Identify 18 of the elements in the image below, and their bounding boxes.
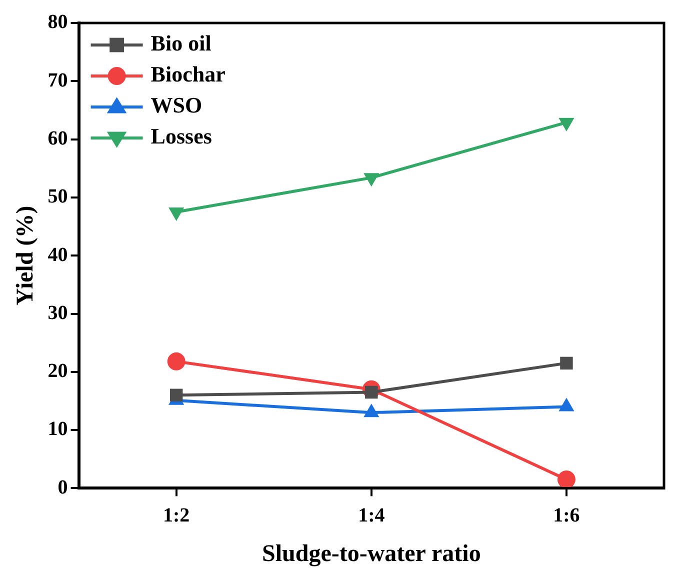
- y-tick-label: 10: [48, 418, 68, 440]
- y-axis-title: Yield (%): [12, 206, 39, 306]
- y-tick-label: 60: [48, 127, 68, 150]
- x-tick-label: 1:4: [358, 504, 385, 526]
- y-tick-label: 30: [48, 302, 68, 324]
- legend-label: Biochar: [150, 62, 226, 87]
- legend-label: WSO: [150, 92, 202, 118]
- x-tick-label: 1:6: [553, 504, 580, 526]
- legend-label: Losses: [150, 124, 212, 149]
- legend-label: Bio oil: [150, 30, 212, 56]
- x-axis-title: Sludge-to-water ratio: [262, 540, 481, 567]
- y-tick-label: 70: [48, 69, 68, 92]
- y-tick-label: 0: [58, 476, 68, 498]
- y-tick-label: 40: [48, 244, 68, 266]
- y-tick-label: 50: [48, 186, 68, 208]
- y-tick-label: 80: [48, 11, 68, 34]
- y-tick-label: 20: [48, 360, 68, 382]
- x-tick-label: 1:2: [162, 504, 190, 526]
